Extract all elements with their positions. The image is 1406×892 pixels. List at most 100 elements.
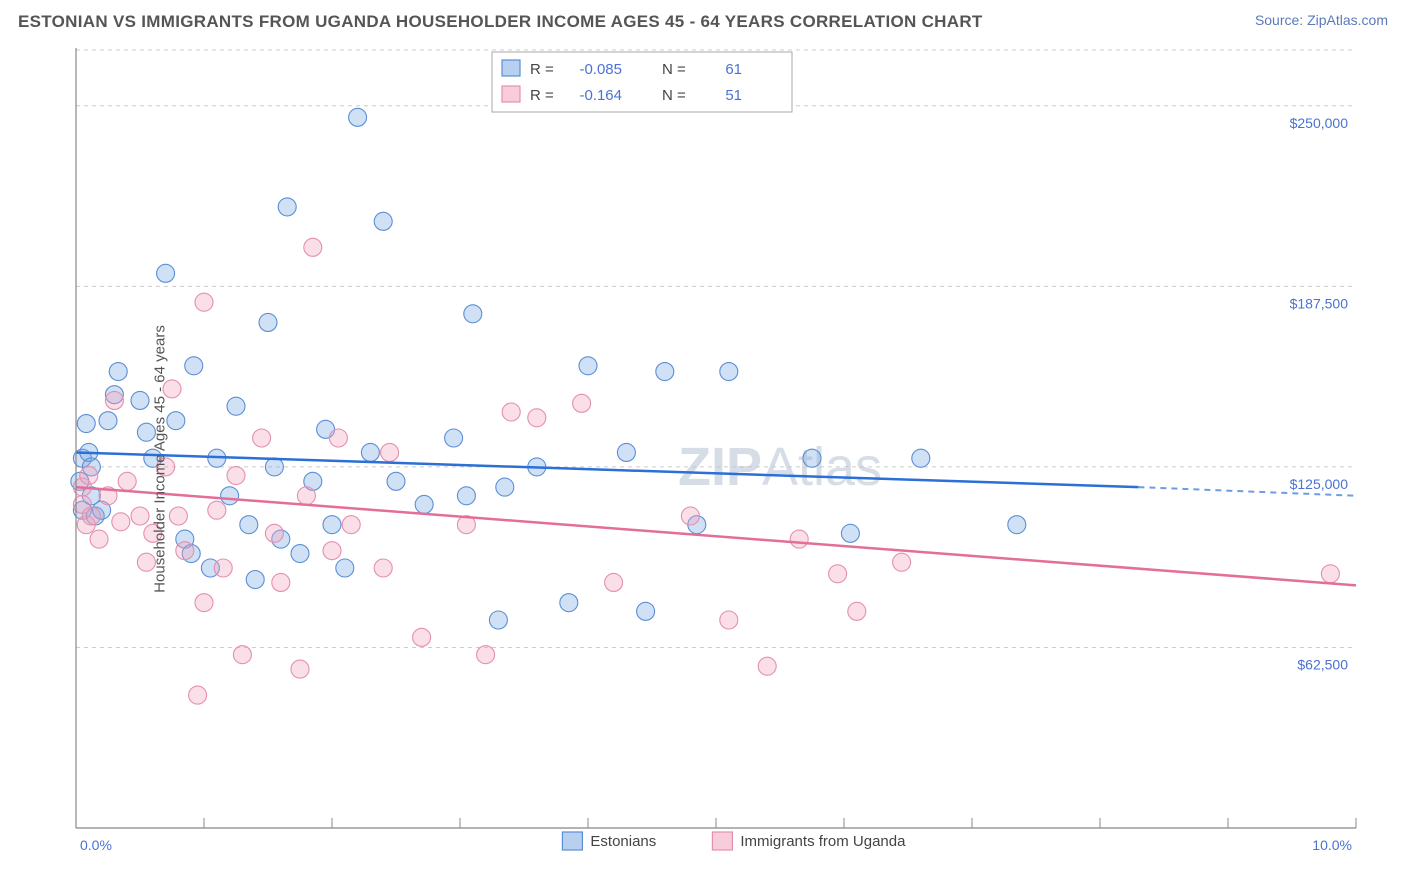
data-point: [80, 467, 98, 485]
data-point: [336, 559, 354, 577]
data-point: [77, 415, 95, 433]
y-tick-label: $62,500: [1297, 656, 1348, 672]
data-point: [502, 403, 520, 421]
series-legend: Estonians Immigrants from Uganda: [562, 832, 906, 850]
data-point: [477, 646, 495, 664]
data-point: [912, 449, 930, 467]
data-point: [803, 449, 821, 467]
data-point: [387, 472, 405, 490]
data-point: [169, 507, 187, 525]
data-point: [374, 559, 392, 577]
data-point: [464, 305, 482, 323]
data-point: [240, 516, 258, 534]
data-point: [221, 487, 239, 505]
data-point: [82, 507, 100, 525]
data-point: [374, 212, 392, 230]
watermark: ZIPAtlas: [678, 437, 882, 497]
legend-swatch-blue: [562, 832, 582, 850]
data-point: [297, 487, 315, 505]
data-point: [189, 686, 207, 704]
data-point: [1321, 565, 1339, 583]
data-point: [758, 657, 776, 675]
legend-n-value: 61: [725, 61, 742, 78]
data-point: [304, 238, 322, 256]
data-point: [131, 391, 149, 409]
data-point: [265, 458, 283, 476]
data-point: [208, 501, 226, 519]
data-point: [413, 628, 431, 646]
y-tick-label: $250,000: [1290, 115, 1349, 131]
data-point: [573, 394, 591, 412]
data-point: [253, 429, 271, 447]
data-point: [342, 516, 360, 534]
chart-title: ESTONIAN VS IMMIGRANTS FROM UGANDA HOUSE…: [18, 12, 983, 32]
source-label: Source:: [1255, 12, 1307, 28]
data-point: [720, 363, 738, 381]
legend-n-label: N =: [662, 87, 686, 104]
data-point: [233, 646, 251, 664]
data-point: [656, 363, 674, 381]
data-point: [195, 293, 213, 311]
source-attribution: Source: ZipAtlas.com: [1255, 12, 1388, 28]
data-point: [381, 443, 399, 461]
data-point: [829, 565, 847, 583]
data-point: [185, 357, 203, 375]
data-point: [681, 507, 699, 525]
data-point: [272, 573, 290, 591]
legend-swatch-pink: [502, 86, 520, 102]
data-point: [227, 397, 245, 415]
data-point: [457, 487, 475, 505]
legend-r-value: -0.085: [579, 61, 622, 78]
data-point: [1008, 516, 1026, 534]
data-point: [841, 524, 859, 542]
data-point: [195, 594, 213, 612]
data-point: [112, 513, 130, 531]
legend-r-label: R =: [530, 61, 554, 78]
data-point: [637, 602, 655, 620]
data-point: [560, 594, 578, 612]
data-point: [118, 472, 136, 490]
chart-area: Householder Income Ages 45 - 64 years $6…: [18, 44, 1388, 874]
legend-n-value: 51: [725, 87, 742, 104]
data-point: [496, 478, 514, 496]
y-axis-label: Householder Income Ages 45 - 64 years: [151, 325, 168, 593]
data-point: [528, 409, 546, 427]
data-point: [131, 507, 149, 525]
data-point: [167, 412, 185, 430]
data-point: [329, 429, 347, 447]
source-name: ZipAtlas.com: [1307, 12, 1388, 28]
data-point: [176, 542, 194, 560]
legend-r-label: R =: [530, 87, 554, 104]
data-point: [214, 559, 232, 577]
data-point: [278, 198, 296, 216]
data-point: [157, 264, 175, 282]
data-point: [848, 602, 866, 620]
data-point: [349, 108, 367, 126]
data-point: [445, 429, 463, 447]
data-point: [291, 545, 309, 563]
data-point: [790, 530, 808, 548]
data-point: [893, 553, 911, 571]
data-point: [720, 611, 738, 629]
data-point: [291, 660, 309, 678]
data-point: [323, 542, 341, 560]
data-point: [361, 443, 379, 461]
data-point: [489, 611, 507, 629]
data-point: [99, 412, 117, 430]
data-point: [105, 391, 123, 409]
y-tick-label: $125,000: [1290, 476, 1349, 492]
data-point: [90, 530, 108, 548]
data-point: [579, 357, 597, 375]
data-point: [323, 516, 341, 534]
legend-swatch-blue: [502, 60, 520, 76]
legend-n-label: N =: [662, 61, 686, 78]
chart-svg: $62,500$125,000$187,500$250,000ZIPAtlas0…: [18, 44, 1388, 874]
data-point: [246, 571, 264, 589]
legend-label: Immigrants from Uganda: [740, 833, 906, 850]
legend-label: Estonians: [590, 833, 656, 850]
data-point: [605, 573, 623, 591]
y-tick-label: $187,500: [1290, 295, 1349, 311]
data-point: [227, 467, 245, 485]
data-point: [617, 443, 635, 461]
data-point: [265, 524, 283, 542]
